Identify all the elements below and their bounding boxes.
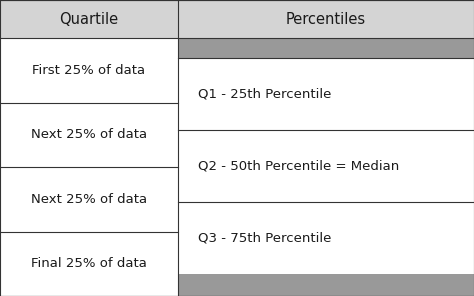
Bar <box>178 58 474 130</box>
Text: Next 25% of data: Next 25% of data <box>31 128 147 141</box>
Text: Q1 - 25th Percentile: Q1 - 25th Percentile <box>199 88 332 101</box>
Bar <box>0 38 178 102</box>
Text: Quartile: Quartile <box>59 12 118 27</box>
Text: Q3 - 75th Percentile: Q3 - 75th Percentile <box>199 231 332 244</box>
Bar <box>178 38 474 58</box>
Bar <box>178 0 474 38</box>
Bar <box>178 130 474 202</box>
Text: First 25% of data: First 25% of data <box>32 64 146 77</box>
Text: Percentiles: Percentiles <box>286 12 366 27</box>
Bar <box>0 167 178 231</box>
Bar <box>0 231 178 296</box>
Text: Final 25% of data: Final 25% of data <box>31 257 147 270</box>
Bar <box>178 202 474 274</box>
Text: Q2 - 50th Percentile = Median: Q2 - 50th Percentile = Median <box>199 160 400 173</box>
Bar <box>0 0 178 38</box>
Bar <box>0 102 178 167</box>
Text: Next 25% of data: Next 25% of data <box>31 193 147 206</box>
Bar <box>178 274 474 296</box>
